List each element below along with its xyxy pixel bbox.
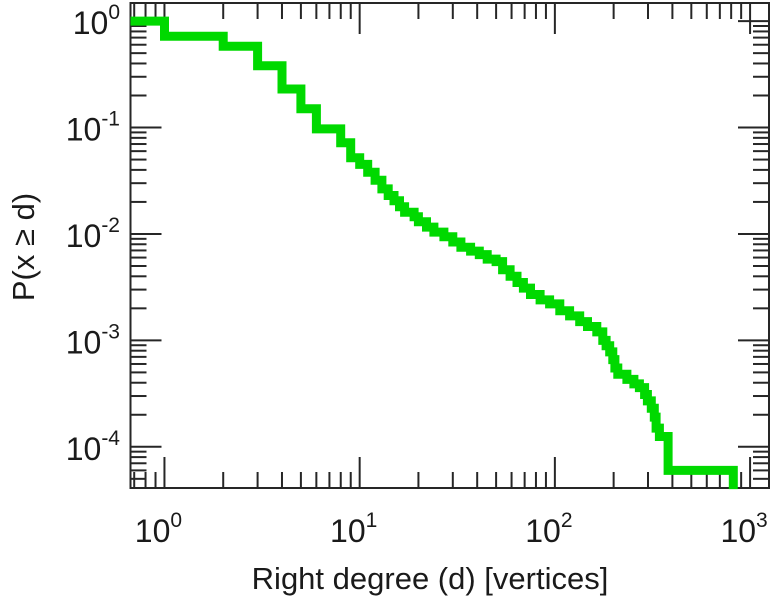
x-axis-title: Right degree (d) [vertices]: [252, 561, 609, 596]
y-tick-label: 100: [73, 1, 120, 41]
x-tick-label: 101: [330, 509, 377, 549]
axis-ticks: [130, 3, 769, 488]
x-tick-label: 100: [135, 509, 182, 549]
y-tick-label: 10-4: [66, 427, 121, 467]
y-axis-title: P(x ≥ d): [6, 193, 41, 301]
y-tick-label: 10-3: [66, 320, 120, 360]
y-tick-label: 10-2: [66, 214, 120, 254]
axis-tick-labels: 100 101 102 103 100 10-1 10-2 10-3 10-4: [66, 1, 768, 549]
x-tick-label: 103: [720, 509, 767, 549]
ccdf-curve: [130, 16, 738, 490]
y-tick-label: 10-1: [66, 108, 120, 148]
plot-frame: [129, 2, 770, 489]
x-tick-label: 102: [525, 509, 572, 549]
